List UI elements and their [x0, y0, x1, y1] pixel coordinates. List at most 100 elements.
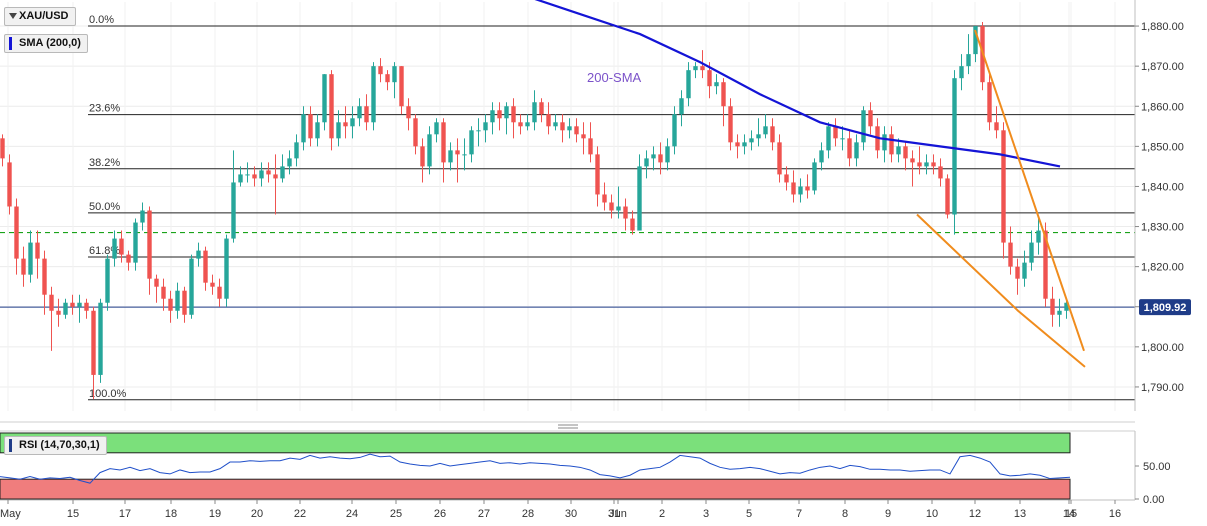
rsi-panel: 0.00 50.00	[0, 431, 1171, 506]
candle-body	[763, 126, 768, 135]
sma-annotation: 200-SMA	[587, 70, 642, 85]
price-axis: 1,790.001,800.001,810.001,820.001,830.00…	[1134, 0, 1184, 411]
candle-body	[910, 158, 915, 163]
candle-body	[623, 206, 628, 219]
candle-body	[476, 130, 481, 132]
candle-body	[770, 126, 775, 143]
rsi-color-swatch	[9, 439, 12, 452]
y-tick-label: 1,840.00	[1141, 181, 1184, 193]
candle-body	[7, 162, 12, 207]
candle-body	[483, 122, 488, 131]
candle-body	[182, 290, 187, 315]
candle-body	[42, 258, 47, 295]
candle-body	[567, 126, 572, 131]
x-tick-label: 12	[969, 508, 981, 520]
falling-wedge	[916, 29, 1086, 368]
y-tick-label: 1,870.00	[1141, 61, 1184, 73]
candle-body	[609, 202, 614, 211]
candle-body	[147, 210, 152, 279]
candle-body	[21, 258, 26, 275]
candle-body	[308, 114, 313, 139]
candle-body	[630, 218, 635, 231]
symbol-label[interactable]: XAU/USD	[4, 7, 76, 26]
candle-body	[994, 122, 999, 131]
candle-body	[462, 154, 467, 156]
candle-body	[896, 146, 901, 155]
candle-body	[700, 66, 705, 71]
candle-body	[637, 166, 642, 231]
x-tick-label: 7	[796, 508, 802, 520]
sma-label[interactable]: SMA (200,0)	[4, 34, 88, 53]
candle-body	[0, 138, 5, 159]
candle-body	[917, 162, 922, 167]
y-tick-label: 1,860.00	[1141, 101, 1184, 113]
candle-body	[343, 122, 348, 127]
candle-body	[322, 74, 327, 123]
candle-body	[378, 66, 383, 75]
x-tick-label: 5	[746, 508, 752, 520]
candle-body	[84, 302, 89, 311]
x-tick-label: 15	[1065, 508, 1077, 520]
gridlines	[0, 2, 1135, 411]
candle-body	[91, 310, 96, 375]
x-tick-label: 19	[209, 508, 221, 520]
candle-body	[560, 122, 565, 131]
candle-body	[266, 170, 271, 175]
candle-body	[434, 122, 439, 135]
candle-body	[112, 238, 117, 259]
fib-level-label: 23.6%	[89, 103, 120, 115]
candle-body	[105, 258, 110, 303]
candle-body	[966, 54, 971, 67]
candle-body	[196, 250, 201, 259]
rsi-overbought-zone	[0, 432, 1071, 454]
candle-body	[973, 26, 978, 55]
sma-color-swatch	[9, 37, 12, 50]
candle-body	[735, 142, 740, 147]
candle-body	[665, 146, 670, 163]
candle-body	[532, 102, 537, 123]
candle-body	[1015, 266, 1020, 279]
candle-body	[945, 178, 950, 215]
candle-body	[273, 174, 278, 179]
candle-body	[518, 122, 523, 127]
candle-body	[847, 138, 852, 159]
candle-body	[959, 66, 964, 79]
candle-body	[315, 122, 320, 139]
x-tick-label: 10	[926, 508, 938, 520]
x-tick-label: May	[0, 508, 21, 520]
candle-body	[574, 126, 579, 135]
candle-body	[245, 174, 250, 176]
candle-body	[441, 122, 446, 163]
x-tick-label: 2	[659, 508, 665, 520]
x-tick-label: 31	[608, 508, 620, 520]
x-tick-label: 28	[522, 508, 534, 520]
rsi-label[interactable]: RSI (14,70,30,1)	[4, 436, 107, 455]
candle-body	[840, 138, 845, 140]
candle-body	[553, 122, 558, 127]
candle-body	[1022, 262, 1027, 279]
candle-body	[301, 114, 306, 143]
candle-body	[70, 302, 75, 307]
candle-body	[224, 238, 229, 299]
candle-body	[938, 166, 943, 179]
candle-body	[1050, 298, 1055, 315]
candlesticks	[0, 22, 1069, 399]
candle-body	[826, 126, 831, 151]
candle-body	[882, 134, 887, 151]
candle-body	[28, 242, 33, 275]
wedge-line	[974, 29, 1085, 352]
x-tick-label: 20	[251, 508, 263, 520]
candle-body	[728, 106, 733, 143]
x-tick-label: 9	[885, 508, 891, 520]
candle-body	[854, 142, 859, 159]
candle-body	[252, 174, 257, 179]
candle-body	[469, 130, 474, 155]
candle-body	[749, 138, 754, 143]
candle-body	[63, 302, 68, 315]
x-tick-label: 8	[842, 508, 848, 520]
candle-body	[371, 66, 376, 123]
candle-body	[98, 302, 103, 375]
candle-body	[14, 206, 19, 259]
candle-body	[1057, 310, 1062, 315]
